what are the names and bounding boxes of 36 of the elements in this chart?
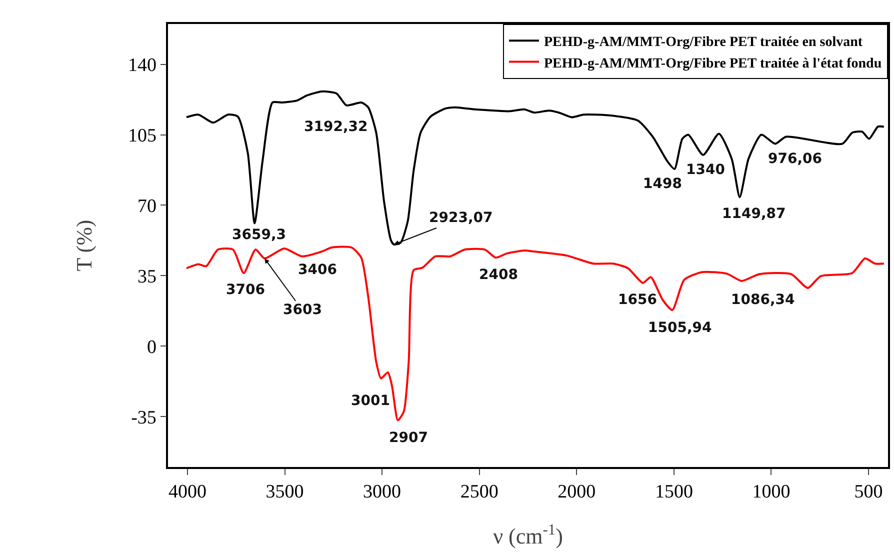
x-tick-label: 3500 [266, 482, 304, 503]
annotation: 1086,34 [731, 292, 796, 308]
y-tick-label: 70 [137, 196, 156, 217]
annotation: 3192,32 [304, 119, 368, 135]
annotation: 2907 [389, 430, 428, 446]
annotation: 976,06 [768, 151, 822, 167]
annotation: 2923,07 [429, 210, 493, 226]
annotation: 3406 [298, 262, 337, 278]
y-tick-label: 35 [137, 266, 156, 288]
y-tick-label: 140 [128, 54, 156, 76]
x-tick-label: 3000 [363, 482, 402, 503]
x-tick-label: 4000 [168, 482, 206, 503]
legend-label: PEHD-g-AM/MMT-Org/Fibre PET traitée à l'état fondu [544, 56, 882, 72]
annotation: 1505,94 [648, 320, 712, 336]
annotation: 2408 [479, 267, 518, 283]
annotation: 1340 [686, 162, 726, 178]
annotation: 1149,87 [722, 206, 786, 222]
x-axis-title: ν (cm$^{-1}$) [493, 521, 563, 548]
annotation: 1656 [618, 292, 657, 308]
x-tick-label: 500 [854, 482, 883, 503]
x-tick-label: 1000 [752, 482, 790, 503]
line-series [185, 246, 885, 422]
legend-label: PEHD-g-AM/MMT-Org/Fibre PET traitée en solvant [544, 35, 863, 50]
y-tick-label: 0 [146, 336, 156, 358]
y-tick-label: 105 [128, 125, 156, 146]
x-tick-label: 2500 [460, 482, 498, 503]
line-series [185, 90, 885, 246]
annotation: 3603 [283, 302, 322, 318]
x-tick-label: 1500 [654, 482, 693, 503]
x-tick-label: 2000 [558, 482, 596, 503]
annotation: 3001 [351, 393, 390, 409]
annotation: 3659,3 [232, 227, 286, 243]
y-tick-label: -35 [131, 407, 156, 428]
annotation: 3706 [226, 282, 265, 298]
y-axis-title: T (%) [71, 220, 96, 272]
annotation: 1498 [643, 176, 682, 192]
